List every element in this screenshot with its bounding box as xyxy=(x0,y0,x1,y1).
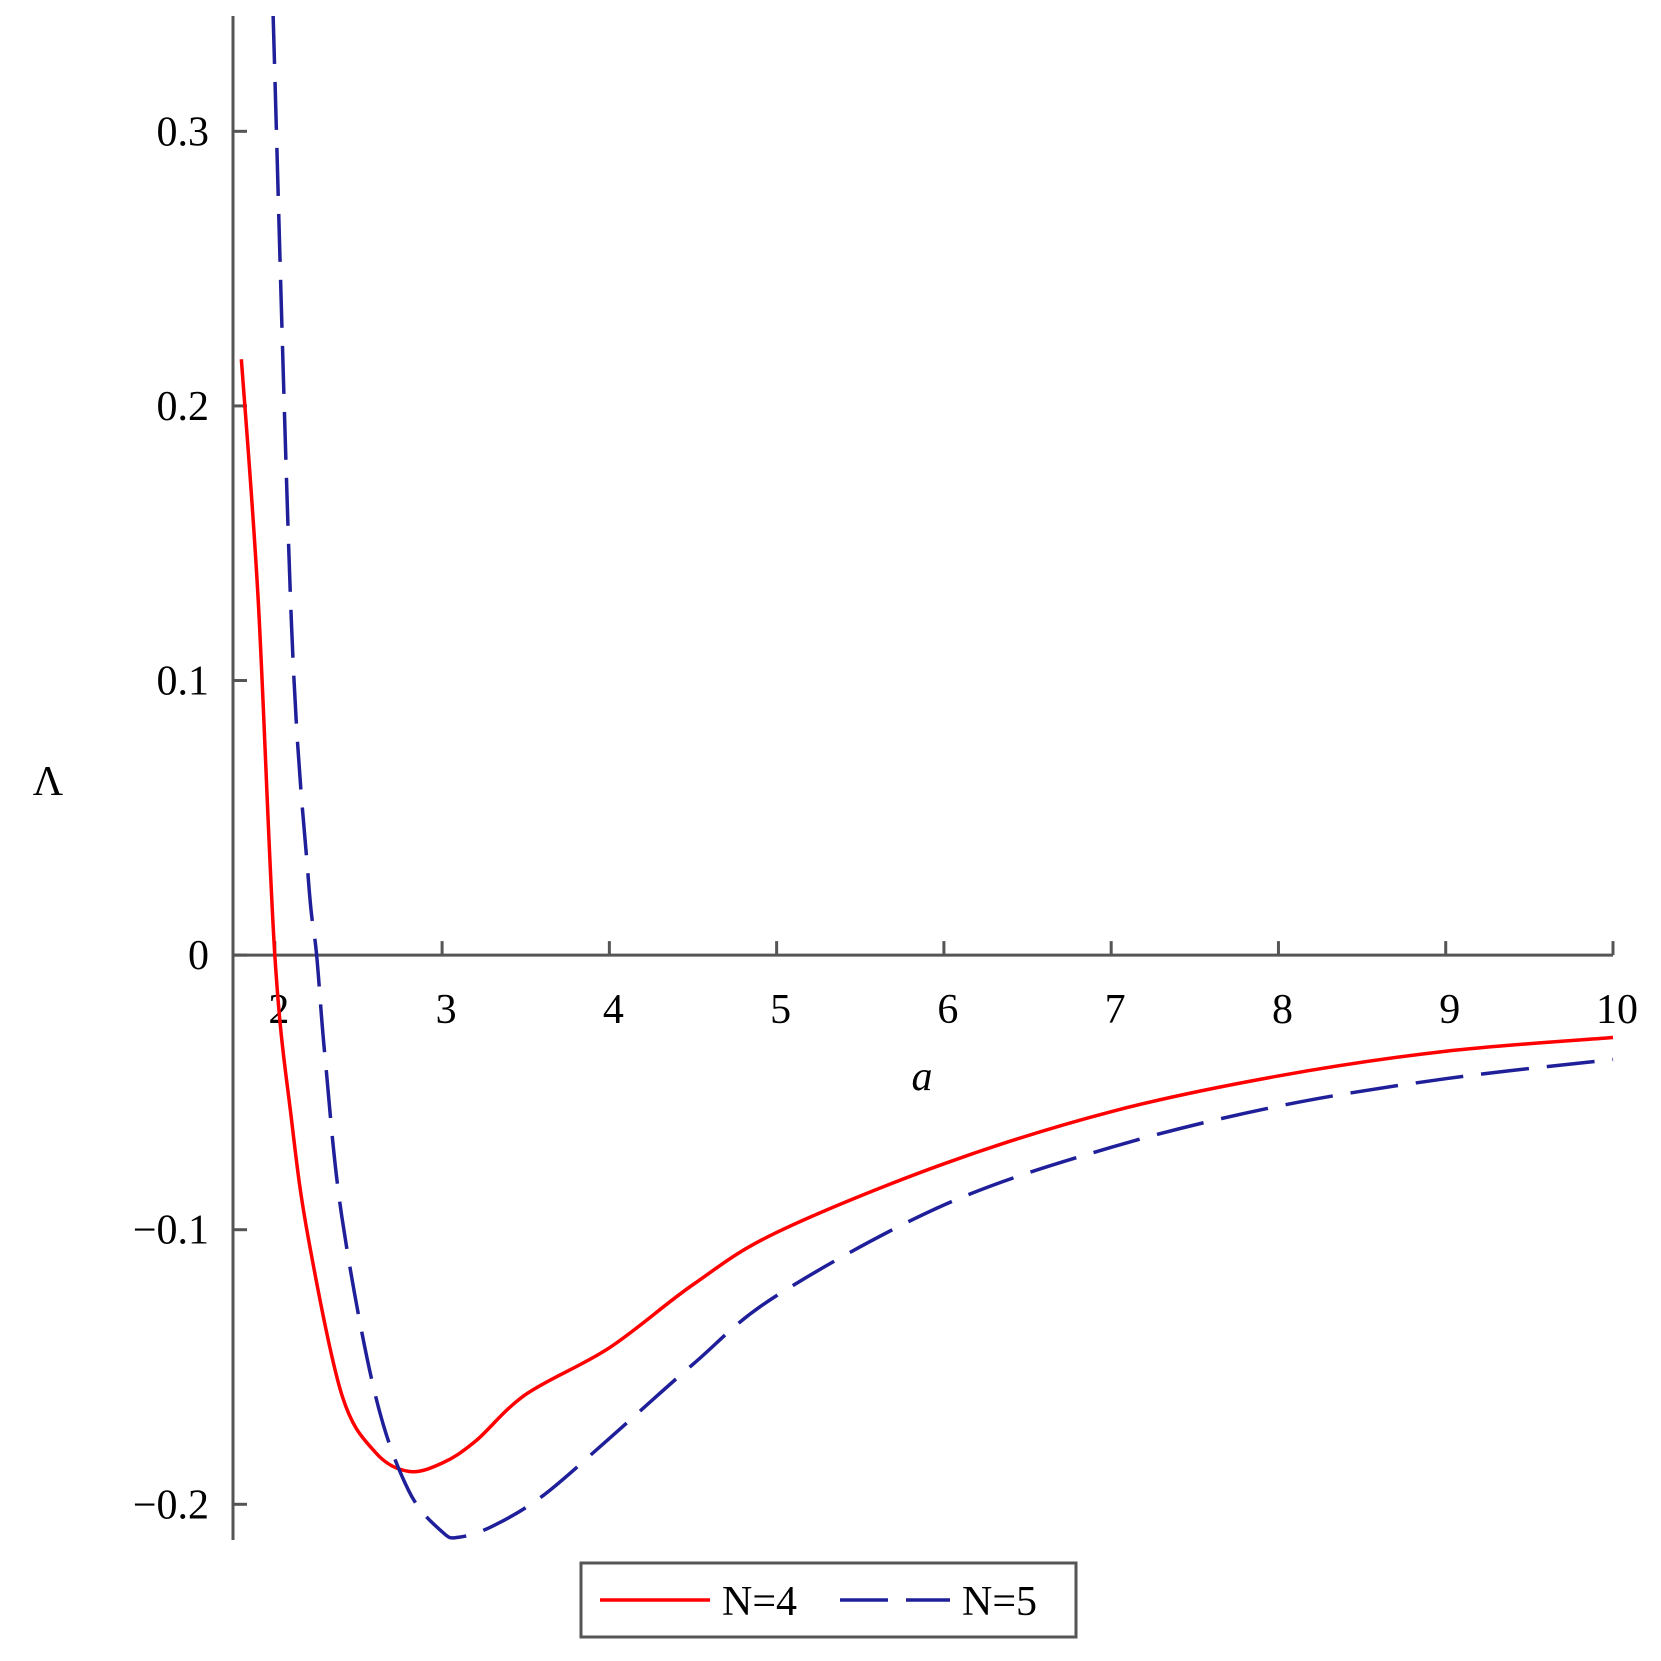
y-tick-label: 0.3 xyxy=(157,109,210,155)
x-tick-label: 5 xyxy=(770,987,791,1033)
x-tick-label: 6 xyxy=(937,987,958,1033)
y-tick-label: −0.1 xyxy=(133,1208,209,1254)
x-tick-label: 7 xyxy=(1105,987,1126,1033)
legend-label: N=4 xyxy=(722,1579,797,1625)
legend-label: N=5 xyxy=(962,1579,1037,1625)
x-axis-label: a xyxy=(912,1054,933,1100)
x-tick-label: 4 xyxy=(603,987,624,1033)
y-tick-label: 0.2 xyxy=(157,384,210,430)
y-axis-label: Λ xyxy=(33,759,64,805)
series-line xyxy=(271,15,1614,1540)
y-tick-label: −0.2 xyxy=(133,1482,209,1528)
x-tick-label: 9 xyxy=(1439,987,1460,1033)
x-tick-label: 8 xyxy=(1272,987,1293,1033)
y-tick-label: 0.1 xyxy=(157,659,210,705)
x-tick-label: 3 xyxy=(436,987,457,1033)
x-tick-label: 10 xyxy=(1596,987,1638,1033)
series-line xyxy=(239,359,1614,1474)
y-tick-label: 0 xyxy=(188,933,209,979)
